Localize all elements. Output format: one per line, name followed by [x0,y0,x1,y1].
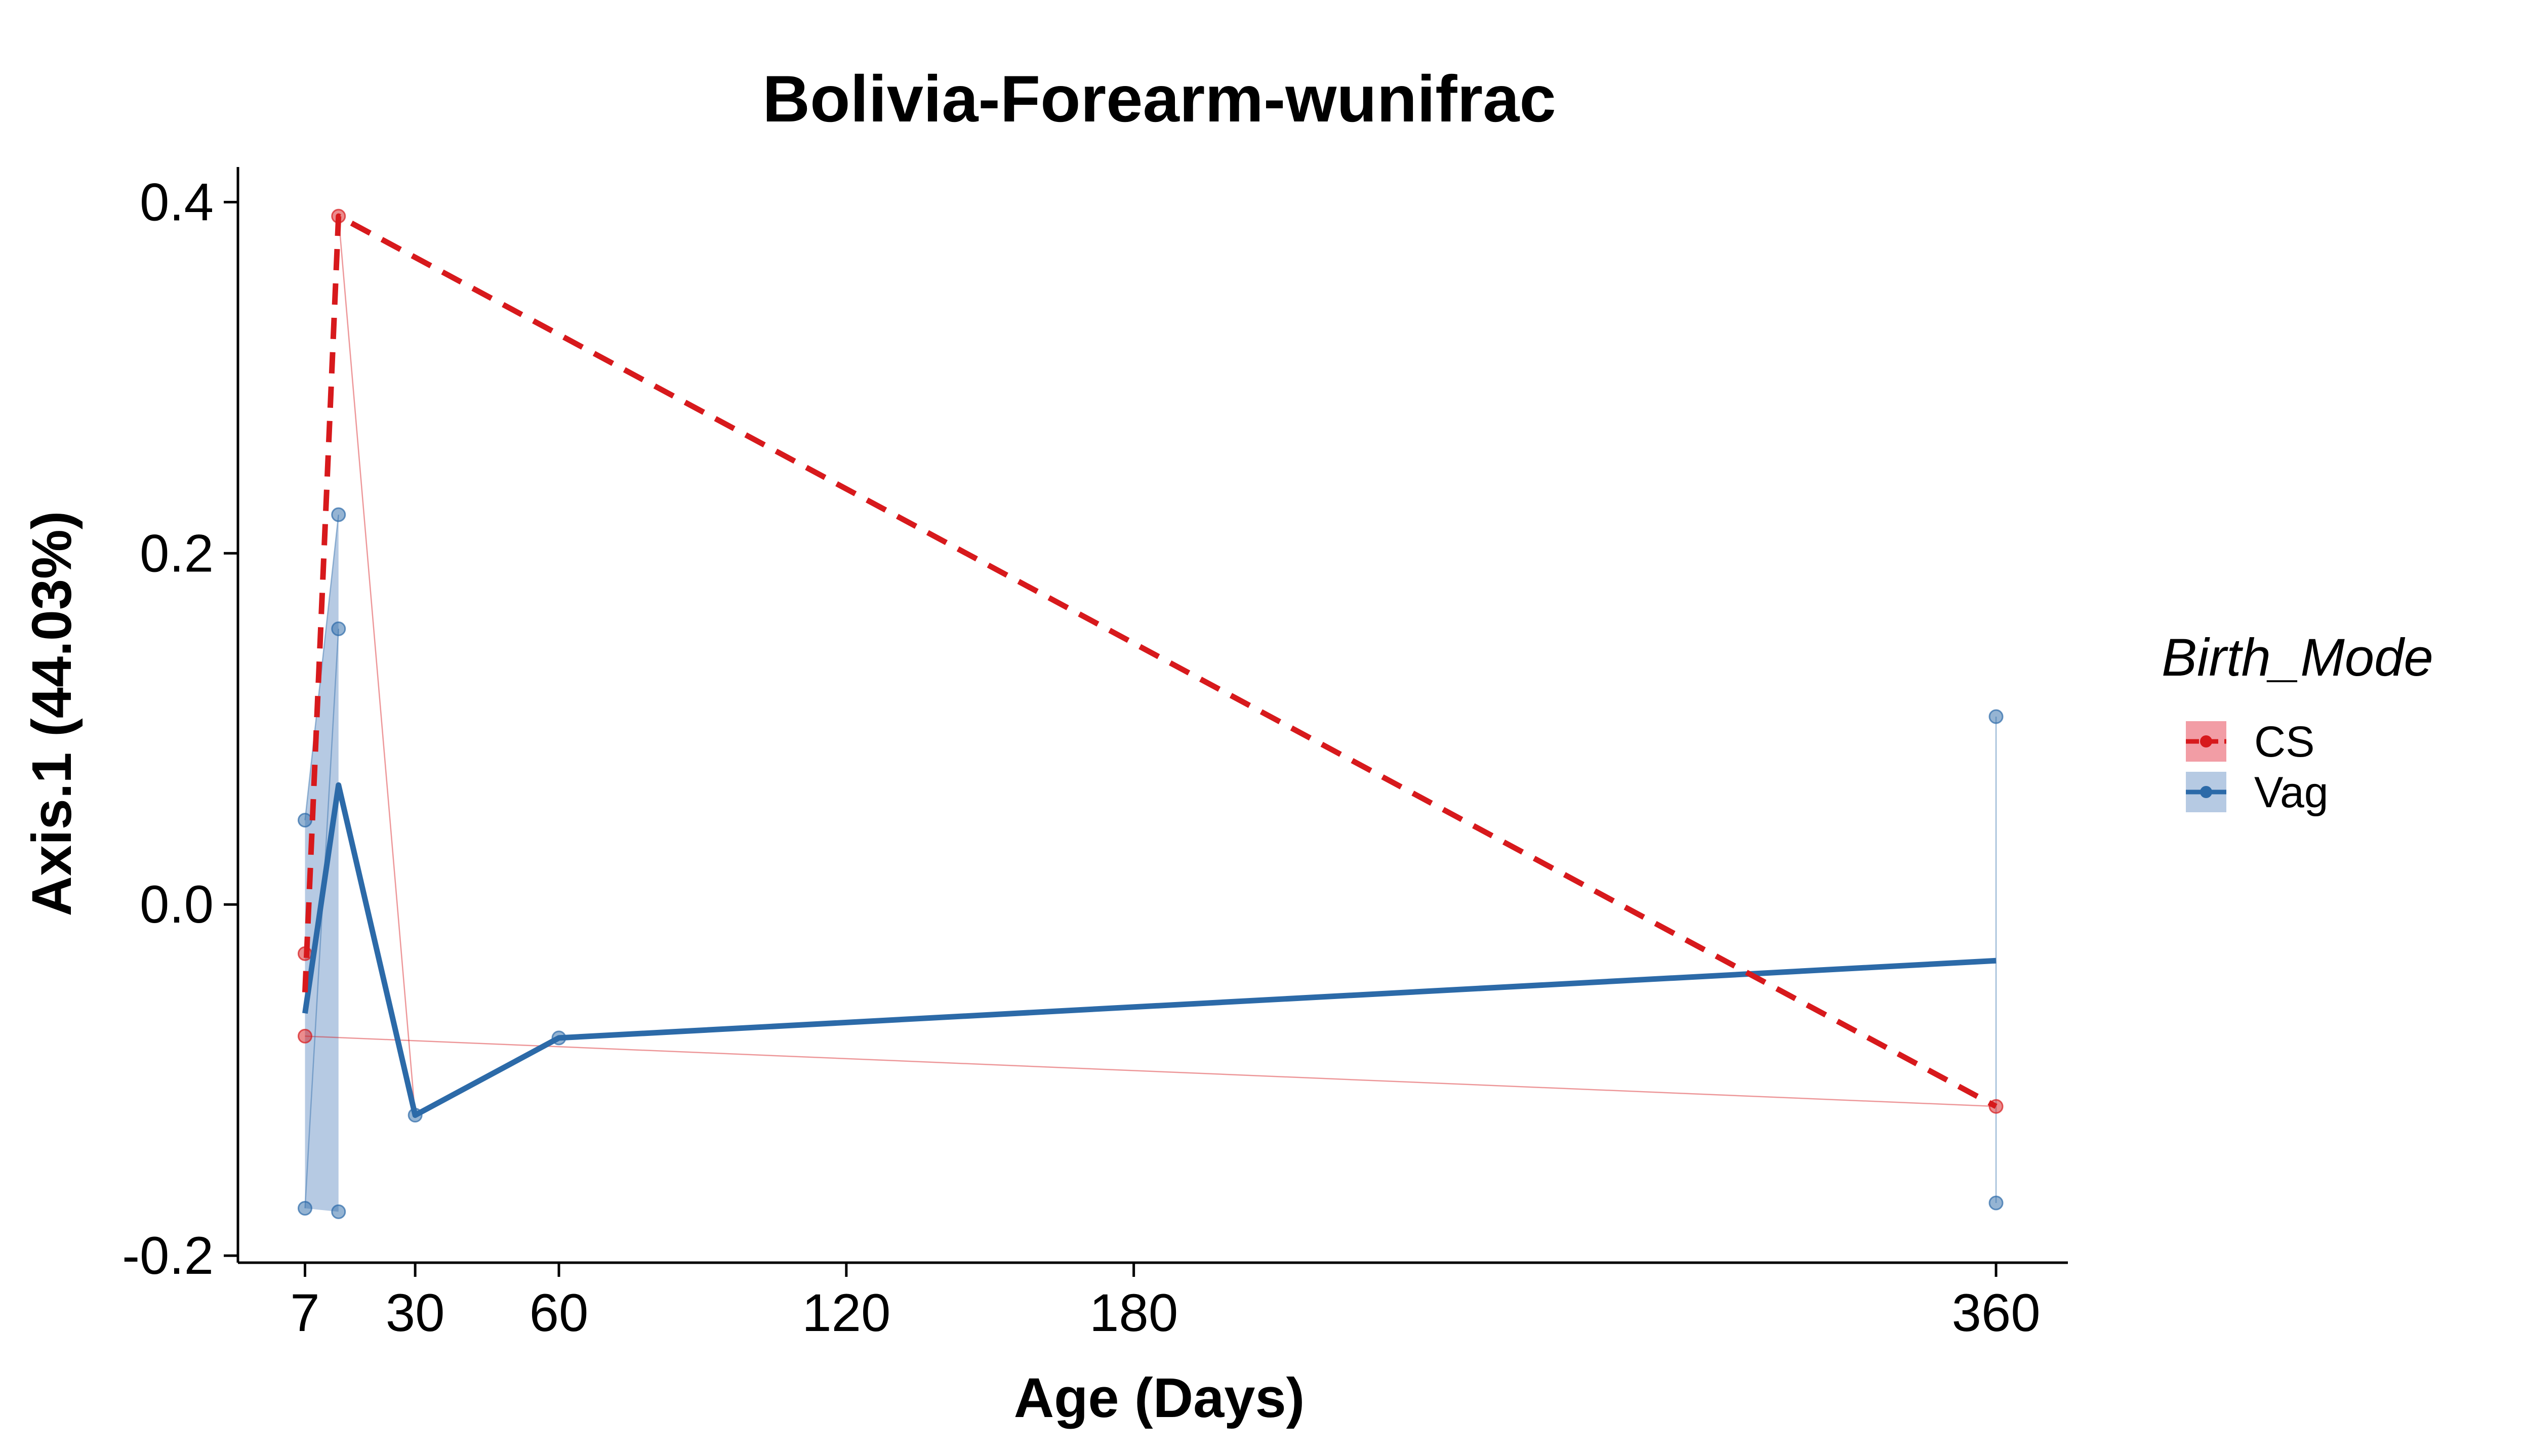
x-tick-label: 120 [802,1283,890,1343]
x-tick-label: 60 [530,1283,589,1343]
x-tick-label: 30 [386,1283,445,1343]
plot-area [297,209,2004,1219]
legend-cs-point [2200,735,2212,747]
legend-cs-label: CS [2254,718,2314,766]
y-tick-label: 0.4 [140,173,214,232]
legend-title: Birth_Mode [2162,628,2433,687]
y-tick-label: -0.2 [122,1226,214,1285]
cs-subject-trace [305,1035,1997,1107]
cs-mean-line [302,213,1998,1109]
y-tick-label: 0.0 [140,875,214,934]
vag-data-point [1988,709,2004,724]
vag-mean-line [302,782,1997,1118]
y-tick-label: 0.2 [140,524,214,583]
vag-data-point [297,813,312,828]
vag-data-point [331,507,346,522]
chart-title: Bolivia-Forearm-wunifrac [762,62,1556,136]
vag-subject-trace [304,629,339,1209]
cs-subject-trace [338,216,416,1115]
legend-vag-label: Vag [2254,768,2329,817]
y-axis-title: Axis.1 (44.03%) [21,511,83,917]
x-tick-label: 360 [1951,1283,2040,1343]
vag-data-point [331,1204,346,1219]
vag-data-point [331,621,346,636]
y-axis-ticks: -0.2 0.0 0.2 0.4 [122,173,238,1285]
x-axis-title: Age (Days) [1014,1367,1305,1429]
x-axis-ticks: 7 30 60 120 180 360 [290,1263,2041,1343]
cs-data-point [297,1028,312,1044]
vag-data-point [1988,1195,2004,1211]
vag-data-point [297,1200,312,1216]
x-tick-label: 180 [1089,1283,1178,1343]
vag-ribbon [305,514,339,1212]
x-tick-label: 7 [290,1283,319,1343]
legend-vag-point [2200,786,2212,798]
